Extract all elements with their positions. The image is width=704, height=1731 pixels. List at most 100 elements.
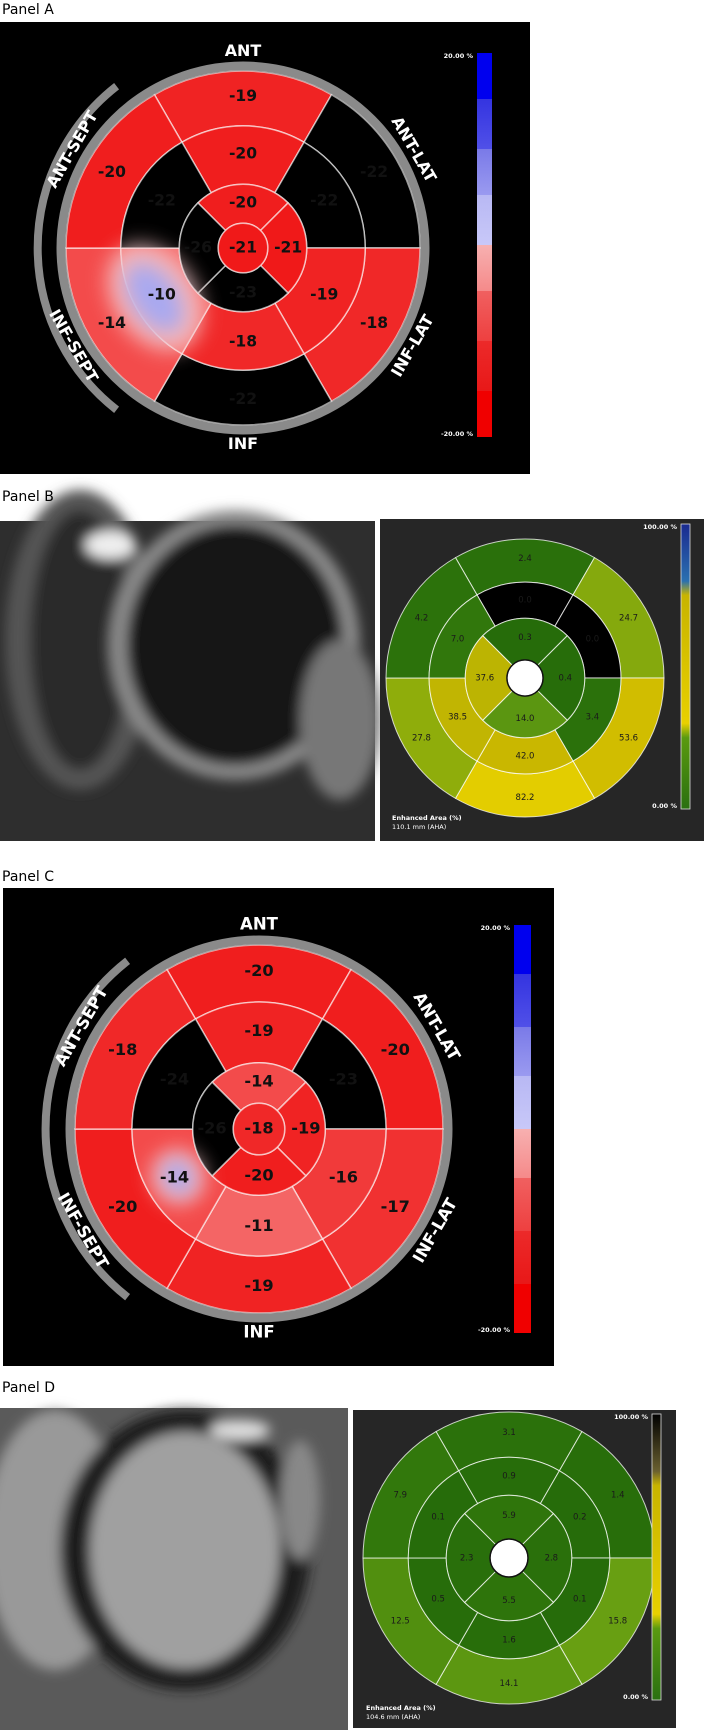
- segment-value: 82.2: [516, 793, 535, 803]
- segment-value: 0.4: [559, 674, 573, 684]
- colorbar: [680, 523, 691, 810]
- segment-value: 7.9: [393, 1491, 407, 1501]
- segment-value: -19: [229, 87, 257, 105]
- segment-value: 0.1: [431, 1513, 445, 1523]
- outer-ring: [56, 61, 430, 435]
- bullseye: -20 -20 -17 -19 -20 -18 -19 -23 -16 -11 -14 -24 -14 -…: [41, 914, 464, 1342]
- colorbar-max: 100.00 %: [614, 1413, 648, 1421]
- segment-value: 0.5: [431, 1594, 445, 1604]
- segment-value: -24: [160, 1070, 189, 1089]
- direction-label: ANT: [225, 41, 262, 60]
- colorbar-min: -20.00 %: [441, 430, 474, 438]
- center-hole: [489, 1538, 529, 1578]
- panel-label: Panel C: [2, 869, 54, 885]
- segment-value: -23: [229, 284, 257, 302]
- segment-value: 0.1: [573, 1594, 587, 1604]
- segment-value: -22: [229, 390, 257, 408]
- segment-value: -18: [108, 1040, 137, 1059]
- strain-blob: [125, 263, 184, 333]
- segment-value: -19: [244, 1276, 273, 1295]
- colorbar-min: -20.00 %: [478, 1326, 511, 1334]
- segment-value: -16: [329, 1167, 358, 1186]
- caption: 110.1 mm (AHA): [392, 823, 446, 831]
- direction-label: INF: [243, 1323, 274, 1342]
- segment-value: 38.5: [448, 712, 467, 722]
- apex-segment: [217, 222, 269, 274]
- segment-value: -17: [381, 1197, 410, 1216]
- panel-label: Panel A: [2, 2, 54, 18]
- segment-value: -10: [148, 285, 176, 303]
- segment-value: 12.5: [391, 1616, 410, 1626]
- segment-value: 15.8: [608, 1616, 627, 1626]
- segment-value: -26: [197, 1119, 226, 1138]
- segment-value: 2.3: [460, 1554, 474, 1564]
- segment-value: -18: [229, 332, 257, 350]
- segment-value: 4.2: [415, 614, 429, 624]
- segment-value: -20: [229, 193, 257, 211]
- colorbar-max: 20.00 %: [444, 52, 474, 60]
- apex-segment: [232, 1102, 286, 1156]
- segment-value: -22: [148, 192, 176, 210]
- segment-value: 14.1: [500, 1679, 519, 1689]
- segment-value: 14.0: [516, 714, 535, 724]
- segment-value: -14: [160, 1167, 189, 1186]
- segment-value: 37.6: [475, 674, 494, 684]
- colorbar: [651, 1413, 662, 1701]
- septal-arc: [33, 83, 120, 413]
- segment-value: 0.3: [518, 633, 532, 643]
- segment-value: 0.9: [502, 1472, 516, 1482]
- segment-value: 0.0: [518, 596, 532, 606]
- colorbar: [514, 925, 531, 1333]
- segment-value: -26: [184, 239, 212, 257]
- segment-value: 5.5: [502, 1596, 516, 1606]
- segment-value: -21: [274, 239, 302, 257]
- segment-value: 7.0: [451, 635, 465, 645]
- segment-value: 27.8: [412, 733, 431, 743]
- caption: 104.6 mm (AHA): [366, 1713, 420, 1721]
- segment-value: -14: [98, 314, 126, 332]
- colorbar-min: 0.00 %: [652, 802, 677, 810]
- mri-image: [0, 1408, 348, 1730]
- segment-value: 1.6: [502, 1635, 516, 1645]
- colorbar-min: 0.00 %: [623, 1693, 648, 1701]
- segment-value: -19: [244, 1021, 273, 1040]
- segment-value: 0.2: [573, 1513, 587, 1523]
- segment-value: -11: [244, 1216, 273, 1235]
- segment-value: -19: [291, 1119, 320, 1138]
- segment-value: 2.4: [518, 554, 532, 564]
- center-hole: [506, 659, 544, 697]
- bullseye: 3.1 1.4 15.8 14.1 12.5 7.9 0.9 0.2 0.1 1.6 0.5 0.1 5…: [362, 1411, 656, 1705]
- segment-value: 2.8: [545, 1554, 559, 1564]
- caption: Enhanced Area (%): [366, 1704, 436, 1712]
- segment-value: -18: [244, 1119, 273, 1138]
- segment-value: 42.0: [516, 751, 535, 761]
- segment-value: -18: [360, 314, 388, 332]
- segment-value: -22: [310, 192, 338, 210]
- outer-ring: [65, 935, 453, 1323]
- segment-value: -20: [381, 1040, 410, 1059]
- segment-value: -20: [108, 1197, 137, 1216]
- colorbar: [477, 53, 492, 437]
- panel-label: Panel B: [2, 489, 54, 505]
- segment-value: 3.1: [502, 1428, 516, 1438]
- colorbar-max: 100.00 %: [643, 523, 677, 531]
- colorbar-max: 20.00 %: [481, 924, 511, 932]
- panel-label: Panel D: [2, 1380, 55, 1396]
- septal-arc: [41, 957, 131, 1301]
- segment-value: 3.4: [586, 712, 600, 722]
- segment-value: -21: [229, 239, 257, 257]
- strain-blob: [162, 1159, 194, 1195]
- caption: Enhanced Area (%): [392, 814, 462, 822]
- direction-label: ANT: [240, 914, 279, 933]
- segment-value: 0.0: [586, 635, 600, 645]
- segment-value: 1.4: [611, 1491, 625, 1501]
- segment-value: -19: [310, 285, 338, 303]
- segment-value: -20: [244, 961, 273, 980]
- segment-value: -20: [229, 145, 257, 163]
- segment-value: 24.7: [619, 614, 638, 624]
- bullseye: 2.4 24.7 53.6 82.2 27.8 4.2 0.0 0.0 3.4 42.0 38.5 7…: [385, 538, 665, 818]
- segment-value: 53.6: [619, 733, 638, 743]
- segment-value: -22: [360, 163, 388, 181]
